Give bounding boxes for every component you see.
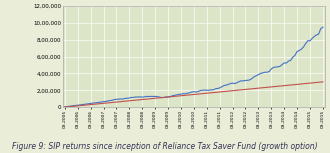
Text: Figure 9: SIP returns since inception of Reliance Tax Saver Fund (growth option): Figure 9: SIP returns since inception of…: [12, 142, 318, 151]
